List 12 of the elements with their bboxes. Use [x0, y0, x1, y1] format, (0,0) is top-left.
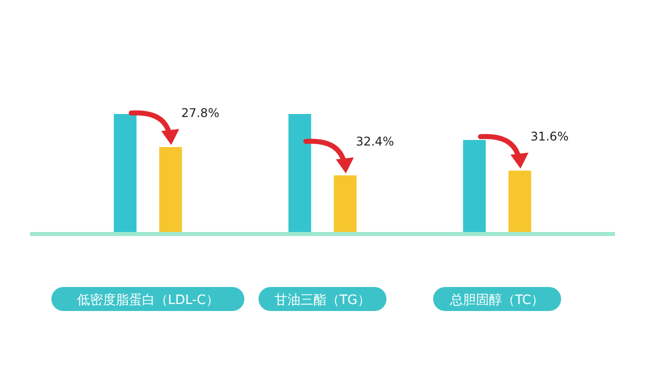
- annotation: 31.6%: [530, 130, 569, 144]
- x-tick-label: 甘油三酯（TG）: [274, 293, 371, 308]
- annotation: 32.4%: [356, 134, 394, 148]
- bar: [288, 114, 312, 232]
- x-tick-label: 总胆固醇（TC）: [448, 293, 544, 308]
- bar: [508, 170, 532, 232]
- annotation: 27.8%: [181, 106, 220, 120]
- bar: [334, 175, 357, 232]
- bar: [159, 147, 182, 232]
- x-tick-label: 低密度脂蛋白（LDL-C）: [76, 292, 219, 308]
- bar: [463, 140, 486, 232]
- bar: [114, 114, 137, 232]
